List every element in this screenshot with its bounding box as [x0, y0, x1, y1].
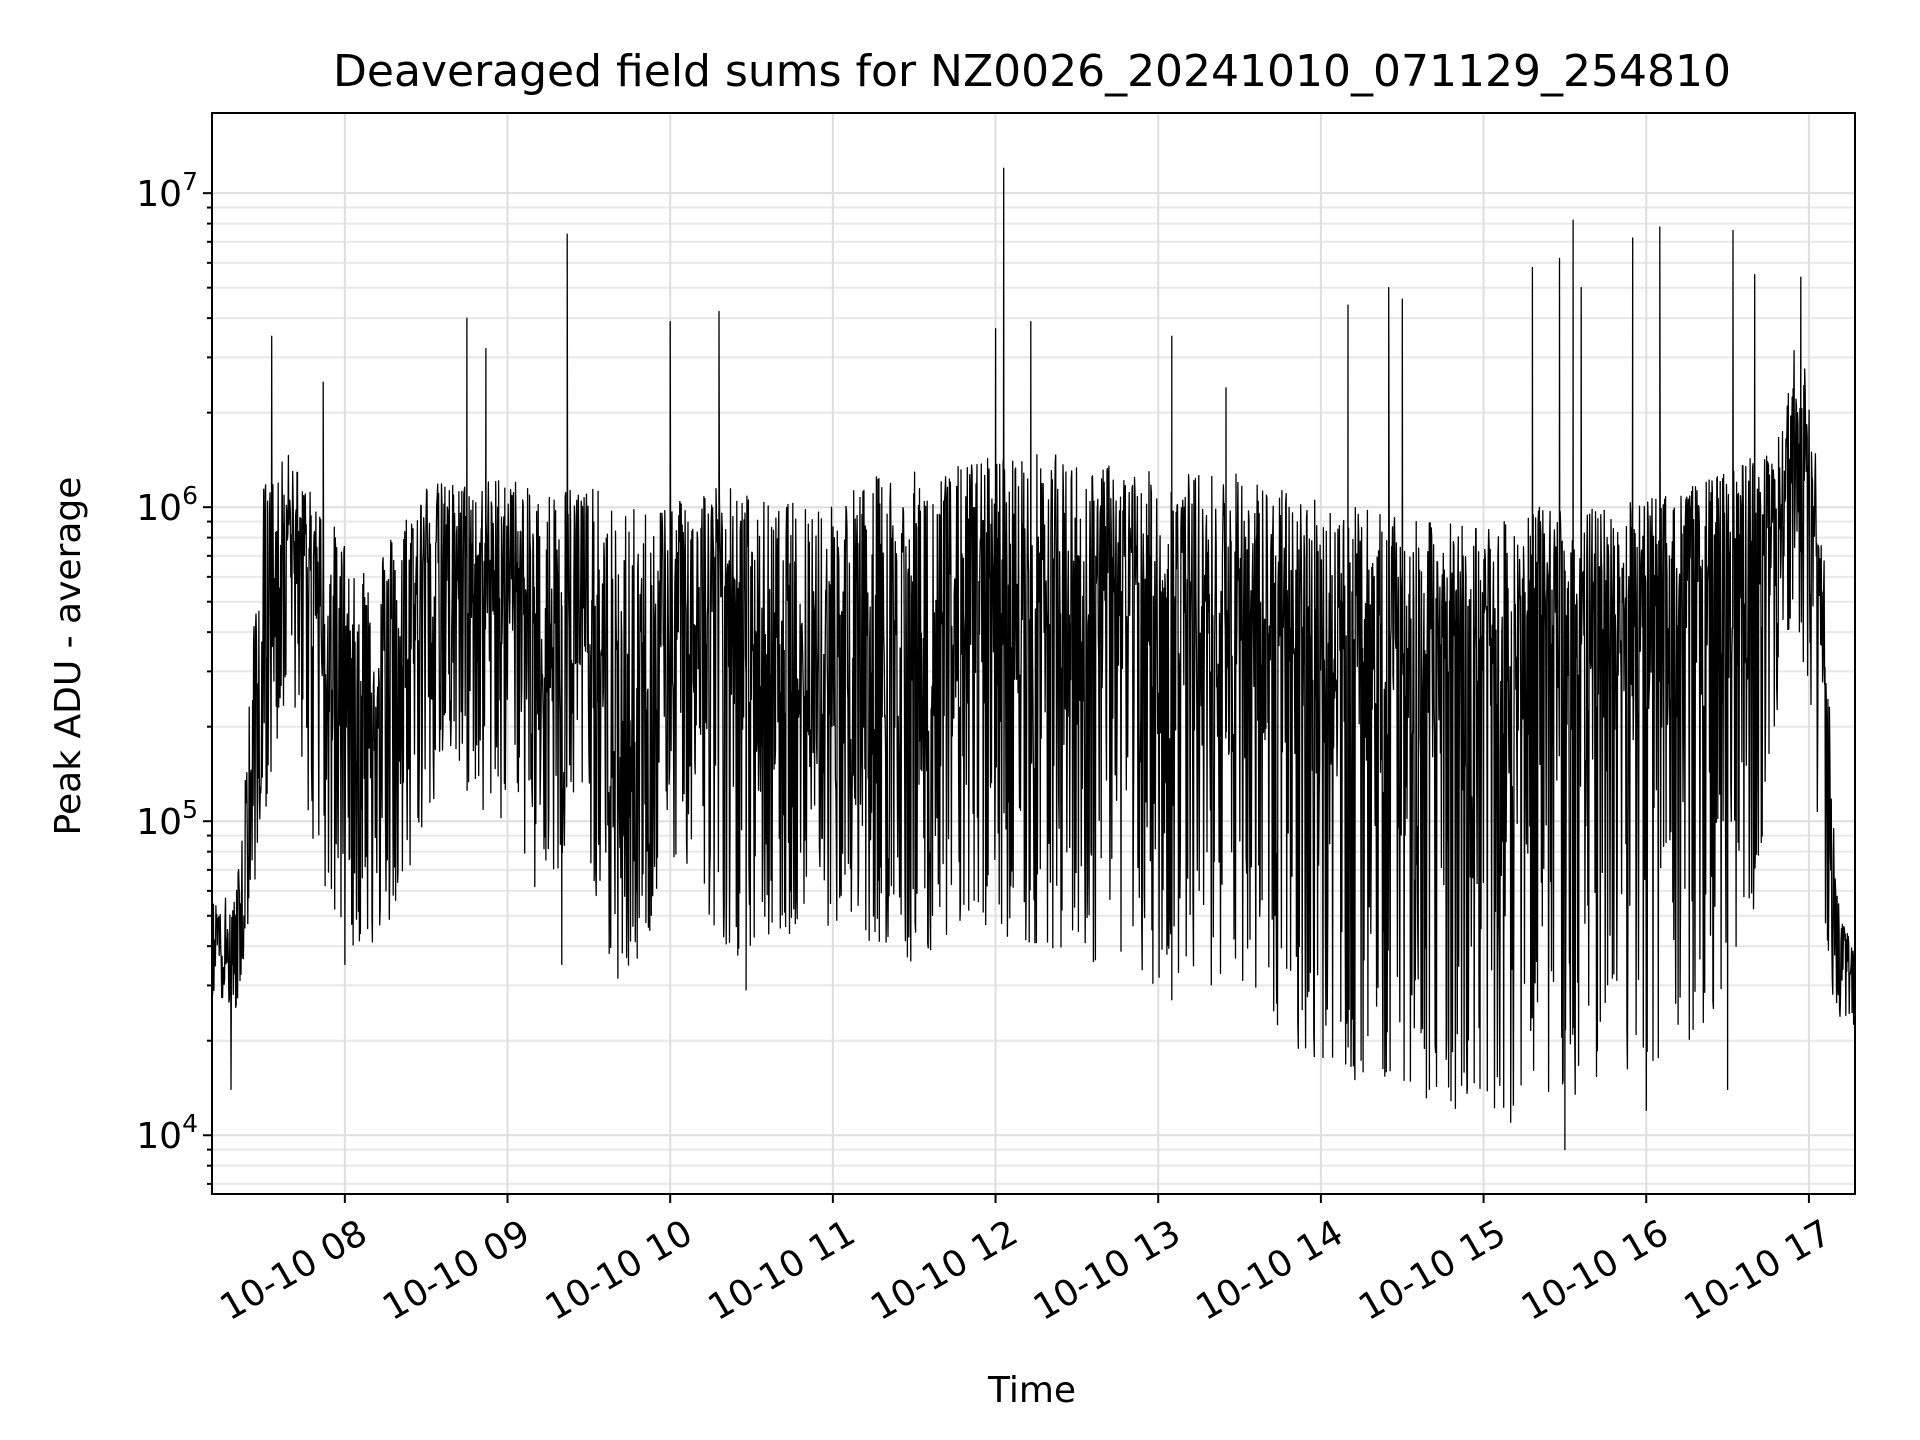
y-tick-label: 104 [136, 1109, 198, 1157]
y-tick-label: 106 [136, 481, 198, 529]
y-tick-label: 105 [136, 795, 198, 843]
x-axis-label: Time [987, 1370, 1076, 1411]
plot-frame [211, 112, 1856, 1195]
y-axis: 104 105 106 107 [136, 167, 212, 1185]
y-axis-label: Peak ADU - average [48, 477, 89, 836]
chart-title: Deaveraged field sums for NZ0026_2024101… [333, 46, 1731, 97]
y-tick-label: 107 [136, 167, 198, 215]
series-group [211, 167, 1856, 1151]
series-line [211, 167, 1856, 1151]
